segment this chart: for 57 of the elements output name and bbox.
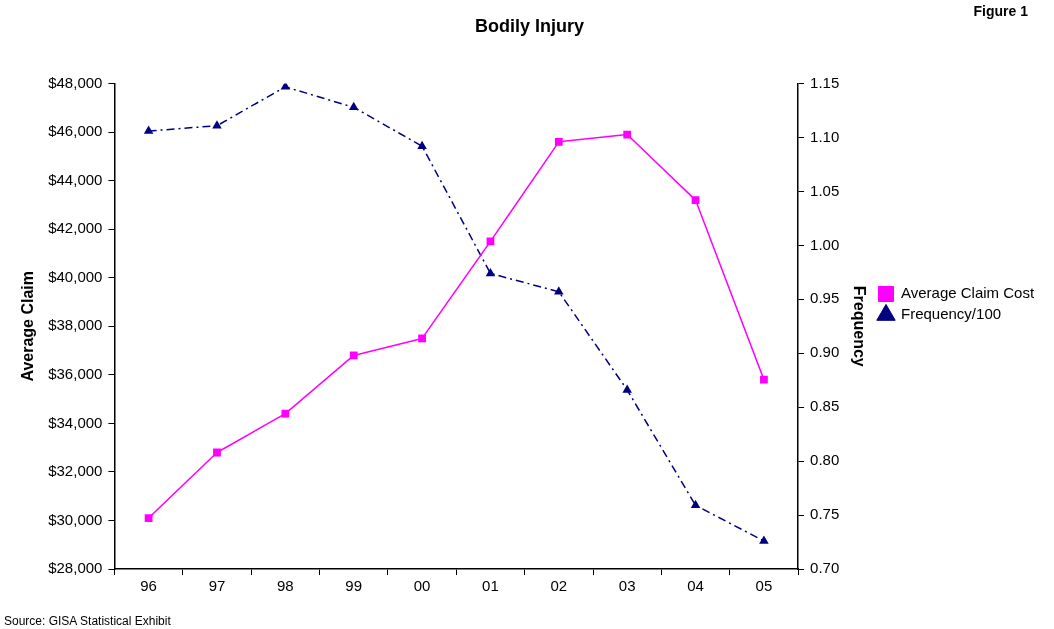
- y2-tick-label: 1.00: [810, 235, 840, 253]
- x-tick-label: 99: [345, 577, 363, 595]
- point: [349, 351, 358, 360]
- point: [760, 375, 768, 384]
- point: [417, 140, 427, 149]
- point: [690, 499, 701, 509]
- y2-tick-label: 0.90: [810, 343, 840, 361]
- y-tick-label: $34,000: [48, 413, 103, 431]
- x-tick-label: 02: [550, 577, 568, 595]
- chart-title: Bodily Injury: [474, 15, 585, 36]
- point: [212, 120, 222, 129]
- y-tick-label: $28,000: [48, 559, 103, 577]
- point: [281, 409, 290, 418]
- x-tick-label: 03: [618, 577, 636, 595]
- y-tick-label: $40,000: [48, 267, 103, 285]
- x-tick-label: 05: [755, 577, 773, 595]
- y2-tick-label: 0.70: [810, 559, 840, 577]
- y2-tick-label: 0.75: [810, 505, 840, 523]
- y2-tick-label: 0.80: [810, 451, 840, 469]
- point: [143, 125, 154, 134]
- point: [554, 286, 564, 295]
- legend-label: Frequency/100: [901, 305, 1002, 323]
- y-axis-title: Average Claim: [19, 271, 37, 382]
- point: [144, 514, 153, 522]
- point: [554, 137, 563, 146]
- y-tick-label: $42,000: [48, 219, 103, 237]
- y-tick-label: $30,000: [48, 510, 103, 528]
- caption: Figure 1: [973, 3, 1028, 19]
- y-tick-label: $46,000: [48, 122, 103, 140]
- source-note: Source: GISA Statistical Exhibit: [4, 614, 171, 628]
- point: [485, 267, 496, 277]
- point: [348, 101, 359, 111]
- y2-axis-title: Frequency: [851, 285, 869, 367]
- point: [623, 130, 632, 139]
- y-tick-label: $32,000: [48, 462, 103, 480]
- x-tick-label: 96: [140, 577, 157, 595]
- point: [418, 334, 426, 343]
- y2-tick-label: 0.85: [810, 397, 840, 415]
- y2-tick-label: 1.15: [810, 73, 840, 91]
- y2-tick-label: 0.95: [810, 289, 840, 307]
- point: [759, 535, 769, 544]
- y2-tick-label: 1.05: [810, 181, 840, 199]
- x-tick-label: 00: [413, 577, 431, 595]
- point: [622, 384, 632, 393]
- y2-tick-label: 1.10: [810, 127, 840, 145]
- y-tick-label: $44,000: [48, 170, 103, 188]
- x-tick-label: 04: [687, 577, 704, 595]
- y-tick-label: $48,000: [48, 73, 103, 91]
- x-tick-label: 97: [208, 577, 226, 595]
- y-tick-label: $36,000: [48, 364, 103, 382]
- point: [213, 448, 221, 457]
- point: [691, 196, 700, 204]
- y-tick-label: $38,000: [48, 316, 103, 334]
- point: [486, 237, 495, 246]
- x-tick-label: 01: [482, 577, 499, 595]
- legend-label: Average Claim Cost: [901, 284, 1035, 302]
- x-tick-label: 98: [277, 577, 294, 595]
